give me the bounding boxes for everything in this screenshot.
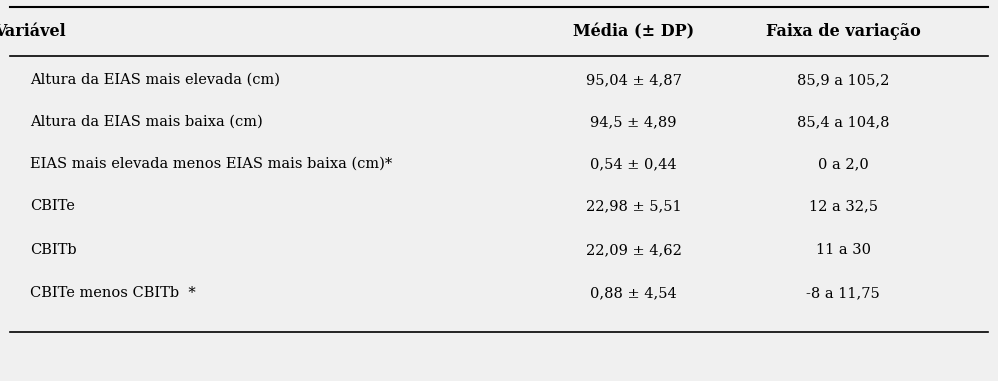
Text: 95,04 ± 4,87: 95,04 ± 4,87 <box>586 73 682 87</box>
Text: Faixa de variação: Faixa de variação <box>765 23 921 40</box>
Text: 0,88 ± 4,54: 0,88 ± 4,54 <box>591 286 677 300</box>
Text: CBITb: CBITb <box>30 243 77 257</box>
Text: -8 a 11,75: -8 a 11,75 <box>806 286 880 300</box>
Text: CBITe: CBITe <box>30 199 75 213</box>
Text: 94,5 ± 4,89: 94,5 ± 4,89 <box>591 115 677 129</box>
Text: Variável: Variável <box>0 23 66 40</box>
Text: CBITe menos CBITb  *: CBITe menos CBITb * <box>30 286 196 300</box>
Text: Média (± DP): Média (± DP) <box>573 23 695 40</box>
Text: 0 a 2,0: 0 a 2,0 <box>818 157 868 171</box>
Text: 12 a 32,5: 12 a 32,5 <box>808 199 878 213</box>
Text: 0,54 ± 0,44: 0,54 ± 0,44 <box>591 157 677 171</box>
Text: Altura da EIAS mais elevada (cm): Altura da EIAS mais elevada (cm) <box>30 73 280 87</box>
Text: 85,9 a 105,2: 85,9 a 105,2 <box>797 73 889 87</box>
Text: 22,09 ± 4,62: 22,09 ± 4,62 <box>586 243 682 257</box>
Text: 11 a 30: 11 a 30 <box>815 243 871 257</box>
Text: 22,98 ± 5,51: 22,98 ± 5,51 <box>586 199 682 213</box>
Text: EIAS mais elevada menos EIAS mais baixa (cm)*: EIAS mais elevada menos EIAS mais baixa … <box>30 157 392 171</box>
Text: Altura da EIAS mais baixa (cm): Altura da EIAS mais baixa (cm) <box>30 115 262 129</box>
Text: 85,4 a 104,8: 85,4 a 104,8 <box>797 115 889 129</box>
